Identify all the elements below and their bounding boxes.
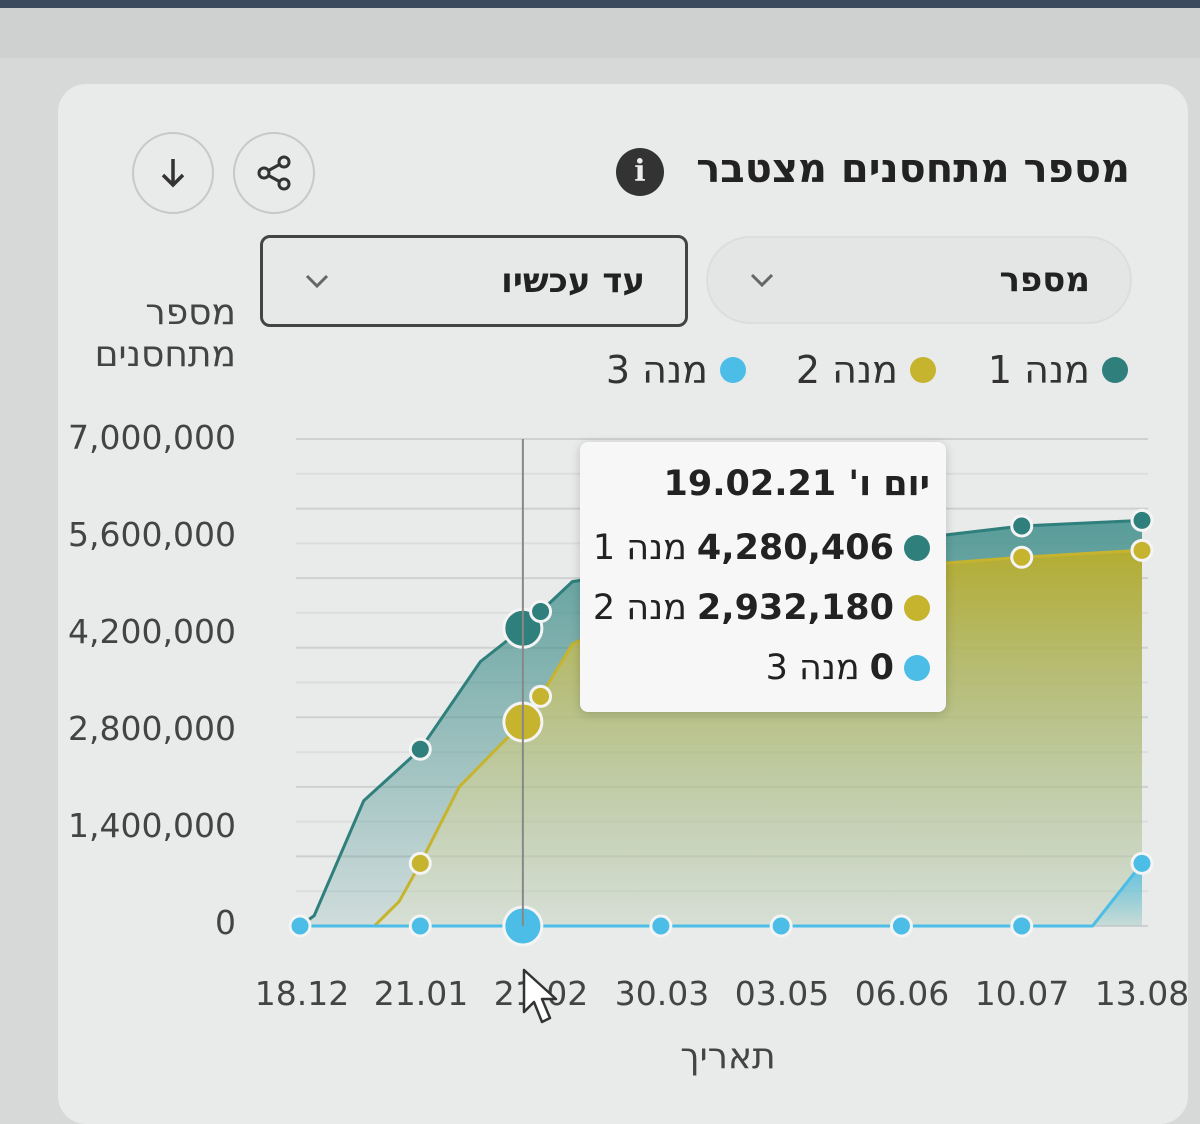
- tooltip-dot-dose1: [904, 535, 930, 561]
- x-tick-label: 03.05: [734, 974, 830, 1013]
- y-tick-label: 1,400,000: [68, 806, 236, 845]
- tooltip-label-dose2: מנה 2: [592, 588, 687, 628]
- tooltip-date: יום ו' 19.02.21: [663, 464, 930, 504]
- legend-dot-dose1: [1102, 357, 1128, 383]
- x-tick-label: 10.07: [974, 974, 1070, 1013]
- tooltip-label-dose3: מנה 3: [765, 648, 860, 688]
- tooltip-dot-dose3: [904, 655, 930, 681]
- x-axis-label: תאריך: [680, 1036, 776, 1077]
- legend-dot-dose3: [720, 357, 746, 383]
- data-point-series-3: [1010, 914, 1034, 938]
- data-point-series-2: [529, 684, 553, 708]
- legend-item-dose2[interactable]: מנה 2: [796, 348, 936, 392]
- range-select-value: עד עכשיו: [501, 261, 645, 301]
- download-icon: [161, 159, 185, 188]
- tooltip-dot-dose2: [904, 595, 930, 621]
- y-tick-label: 5,600,000: [68, 515, 236, 554]
- range-select[interactable]: עד עכשיו: [260, 235, 688, 327]
- tooltip-row-dose3: 0 מנה 3: [766, 648, 930, 688]
- chevron-down-icon: [750, 273, 774, 288]
- tooltip-value-dose1: 4,280,406: [696, 528, 894, 568]
- data-point-series-3: [408, 914, 432, 938]
- y-axis-label: מספר מתחסנים: [94, 292, 236, 375]
- mouse-cursor-icon: [522, 968, 558, 1024]
- data-point-series-1: [1130, 508, 1154, 532]
- data-point-series-3: [1130, 851, 1154, 875]
- data-point-series-1: [529, 600, 553, 624]
- data-point-series-2: [408, 851, 432, 875]
- legend-label-dose3: מנה 3: [605, 348, 708, 392]
- x-tick-label: 06.06: [854, 974, 950, 1013]
- chart-title: מספר מתחסנים מצטבר: [696, 146, 1130, 192]
- line-series-3: [300, 862, 1144, 928]
- x-tick-label: 18.12: [254, 974, 350, 1013]
- data-point-series-3: [889, 914, 913, 938]
- y-tick-label: 4,200,000: [68, 612, 236, 651]
- y-tick-label: 2,800,000: [68, 709, 236, 748]
- chevron-down-icon: [305, 274, 329, 289]
- legend-label-dose2: מנה 2: [795, 348, 898, 392]
- download-button[interactable]: [132, 132, 214, 214]
- y-tick-label: 7,000,000: [68, 418, 236, 457]
- page-header-band: [0, 8, 1200, 58]
- metric-select-value: מספר: [999, 260, 1090, 300]
- info-icon[interactable]: i: [616, 148, 664, 196]
- data-point-series-3: [649, 914, 673, 938]
- metric-select[interactable]: מספר: [706, 236, 1132, 324]
- share-button[interactable]: [233, 132, 315, 214]
- data-point-series-1: [408, 737, 432, 761]
- data-point-series-2: [1130, 538, 1154, 562]
- tooltip-value-dose3: 0: [869, 648, 894, 688]
- data-point-series-3: [769, 914, 793, 938]
- tooltip-row-dose1: 4,280,406 מנה 1: [593, 528, 930, 568]
- legend-item-dose1[interactable]: מנה 1: [988, 348, 1128, 392]
- x-tick-label: 13.08: [1094, 974, 1190, 1013]
- legend-dot-dose2: [910, 357, 936, 383]
- window-top-bar: [0, 0, 1200, 8]
- share-icon: [257, 155, 291, 191]
- chart-tooltip: יום ו' 19.02.21 4,280,406 מנה 1 2,932,18…: [580, 442, 946, 712]
- data-point-series-1: [1010, 514, 1034, 538]
- tooltip-label-dose1: מנה 1: [592, 528, 687, 568]
- y-tick-label: 0: [215, 903, 236, 942]
- x-tick-label: 21.01: [373, 974, 469, 1013]
- legend-label-dose1: מנה 1: [987, 348, 1090, 392]
- x-tick-label: 30.03: [614, 974, 710, 1013]
- legend-item-dose3[interactable]: מנה 3: [606, 348, 746, 392]
- tooltip-value-dose2: 2,932,180: [696, 588, 894, 628]
- data-point-series-3: [288, 914, 312, 938]
- data-point-series-2: [1010, 545, 1034, 569]
- tooltip-row-dose2: 2,932,180 מנה 2: [593, 588, 930, 628]
